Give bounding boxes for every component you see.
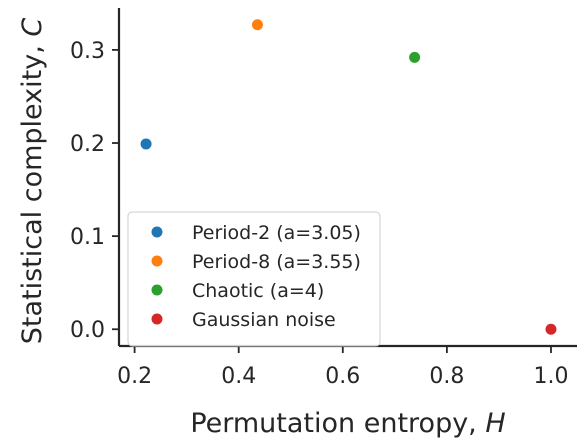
data-point — [140, 138, 152, 150]
legend-label: Period-8 (a=3.55) — [192, 251, 361, 273]
y-tick-label: 0.3 — [70, 39, 105, 64]
x-tick-label: 0.6 — [325, 364, 360, 389]
legend-frame — [127, 211, 381, 347]
y-axis-label-text: Statistical complexity, — [17, 37, 48, 345]
legend-marker — [151, 255, 163, 267]
data-point — [251, 19, 263, 31]
legend-marker — [151, 284, 163, 296]
x-axis-label-text: Permutation entropy, — [190, 408, 485, 439]
legend-label: Chaotic (a=4) — [192, 280, 324, 302]
legend-marker — [151, 226, 163, 238]
data-point — [545, 323, 557, 335]
x-axis-label: Permutation entropy, H — [190, 408, 505, 439]
legend-item: Chaotic (a=4) — [151, 280, 324, 302]
x-axis-label-variable: H — [485, 408, 505, 439]
x-tick-label: 0.8 — [429, 364, 464, 389]
y-tick-label: 0.2 — [70, 132, 105, 157]
data-points — [140, 19, 557, 335]
legend-label: Gaussian noise — [192, 309, 336, 331]
legend-item: Period-8 (a=3.55) — [151, 251, 361, 273]
x-tick-label: 0.4 — [221, 364, 256, 389]
y-axis-ticks: 0.0 0.1 0.2 0.3 — [70, 39, 119, 343]
x-tick-label: 0.2 — [117, 364, 152, 389]
y-tick-label: 0.1 — [70, 225, 105, 250]
legend: Period-2 (a=3.05) Period-8 (a=3.55) Chaoti… — [127, 211, 381, 347]
legend-item: Period-2 (a=3.05) — [151, 222, 361, 244]
y-axis-label-variable: C — [17, 18, 48, 37]
legend-marker — [151, 313, 163, 325]
legend-item: Gaussian noise — [151, 309, 336, 331]
y-axis-label: Statistical complexity, C — [17, 18, 48, 345]
x-tick-label: 1.0 — [533, 364, 568, 389]
data-point — [409, 51, 421, 63]
y-tick-label: 0.0 — [70, 318, 105, 343]
legend-label: Period-2 (a=3.05) — [192, 222, 361, 244]
x-axis-ticks: 0.2 0.4 0.6 0.8 1.0 — [117, 346, 568, 389]
